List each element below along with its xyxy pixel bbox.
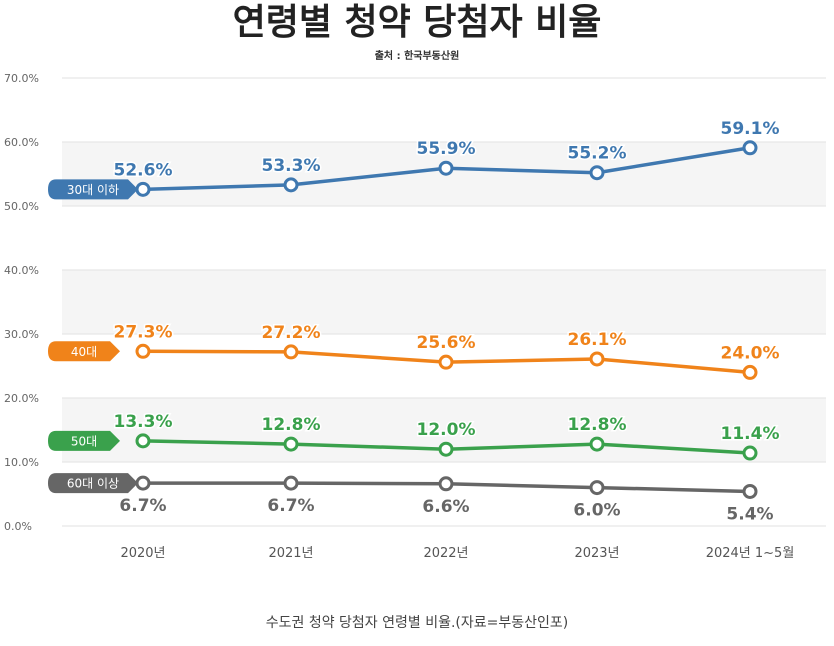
data-label: 53.3% <box>262 156 321 176</box>
series-tag: 60대 이상 <box>48 473 138 494</box>
series-2: 13.3% 12.8% 12.0% 12.8% 11.4% <box>112 410 781 461</box>
series-0: 52.6% 53.3% 55.9% 55.2% 59.1% <box>112 117 781 197</box>
data-label: 26.1% <box>568 330 627 350</box>
data-point <box>283 344 299 360</box>
series-tag-shape <box>48 430 120 451</box>
data-label: 52.6% <box>114 160 173 180</box>
data-point <box>742 483 758 499</box>
data-label: 55.2% <box>568 144 627 164</box>
chart-title: 연령별 청약 당첨자 비율 <box>233 2 602 43</box>
x-axis: 2020년 2021년 2022년 2023년 2024년 1~5월 <box>120 546 794 561</box>
data-point <box>283 436 299 452</box>
data-point <box>438 476 454 492</box>
data-point <box>589 436 605 452</box>
data-label: 6.6% <box>422 497 469 517</box>
x-tick-label: 2022년 <box>423 546 468 561</box>
data-point <box>742 140 758 156</box>
chart-source: 출처 : 한국부동산원 <box>375 49 460 62</box>
data-label: 25.6% <box>417 333 476 353</box>
data-point <box>438 354 454 370</box>
data-point <box>283 475 299 491</box>
data-point <box>283 177 299 193</box>
y-tick-label: 60.0% <box>4 136 39 149</box>
x-tick-label: 2020년 <box>120 546 165 561</box>
data-label: 12.8% <box>262 415 321 435</box>
figure-caption: 수도권 청약 당첨자 연령별 비율.(자료=부동산인포) <box>265 615 569 631</box>
data-point <box>135 343 151 359</box>
series-tag: 40대 <box>48 341 120 362</box>
data-point <box>135 181 151 197</box>
data-label: 13.3% <box>114 412 173 432</box>
data-label: 5.4% <box>726 504 773 524</box>
data-label: 12.8% <box>568 415 627 435</box>
plot-band <box>62 206 826 270</box>
y-tick-label: 10.0% <box>4 456 39 469</box>
data-label: 11.4% <box>721 424 780 444</box>
series-tag-label: 60대 이상 <box>67 477 119 491</box>
series-tag-shape <box>48 473 138 494</box>
series-tag-label: 40대 <box>71 345 97 359</box>
y-axis: 0.0% 10.0% 20.0% 30.0% 40.0% 50.0% 60.0% 70.0% <box>4 72 39 533</box>
plot-band <box>62 462 826 526</box>
data-label: 27.2% <box>262 323 321 343</box>
data-point <box>438 441 454 457</box>
x-tick-label: 2024년 1~5월 <box>706 546 795 561</box>
data-point <box>589 480 605 496</box>
series-3: 6.7% 6.7% 6.6% 6.0% 5.4% <box>118 475 775 526</box>
y-tick-label: 20.0% <box>4 392 39 405</box>
y-tick-label: 50.0% <box>4 200 39 213</box>
data-label: 24.0% <box>721 343 780 363</box>
x-tick-label: 2023년 <box>574 546 619 561</box>
plot-band <box>62 78 826 142</box>
series-tag-label: 30대 이하 <box>67 183 119 197</box>
data-point <box>589 165 605 181</box>
data-label: 6.7% <box>267 496 314 516</box>
series-layer: 52.6% 53.3% 55.9% 55.2% 59.1% 27.3% 27.2% 25.6%… <box>112 117 781 526</box>
data-label: 12.0% <box>417 420 476 440</box>
data-point <box>742 445 758 461</box>
data-label: 55.9% <box>417 139 476 159</box>
data-label: 27.3% <box>114 322 173 342</box>
x-tick-label: 2021년 <box>268 546 313 561</box>
y-tick-label: 30.0% <box>4 328 39 341</box>
y-tick-label: 70.0% <box>4 72 39 85</box>
y-tick-label: 0.0% <box>4 520 32 533</box>
data-label: 6.0% <box>573 501 620 521</box>
data-point <box>742 364 758 380</box>
data-point <box>438 160 454 176</box>
series-tag: 30대 이하 <box>48 179 138 200</box>
legend-tags: 30대 이하 40대 50대 60대 이상 <box>48 179 138 494</box>
data-label: 59.1% <box>721 119 780 139</box>
plot-band <box>62 270 826 334</box>
data-label: 6.7% <box>119 496 166 516</box>
data-point <box>135 475 151 491</box>
series-tag-shape <box>48 341 120 362</box>
series-tag-shape <box>48 179 138 200</box>
series-tag-label: 50대 <box>71 434 97 448</box>
series-1: 27.3% 27.2% 25.6% 26.1% 24.0% <box>112 321 781 380</box>
series-tag: 50대 <box>48 430 120 451</box>
y-tick-label: 40.0% <box>4 264 39 277</box>
grid-lines <box>62 77 826 527</box>
data-point <box>135 433 151 449</box>
data-point <box>589 351 605 367</box>
